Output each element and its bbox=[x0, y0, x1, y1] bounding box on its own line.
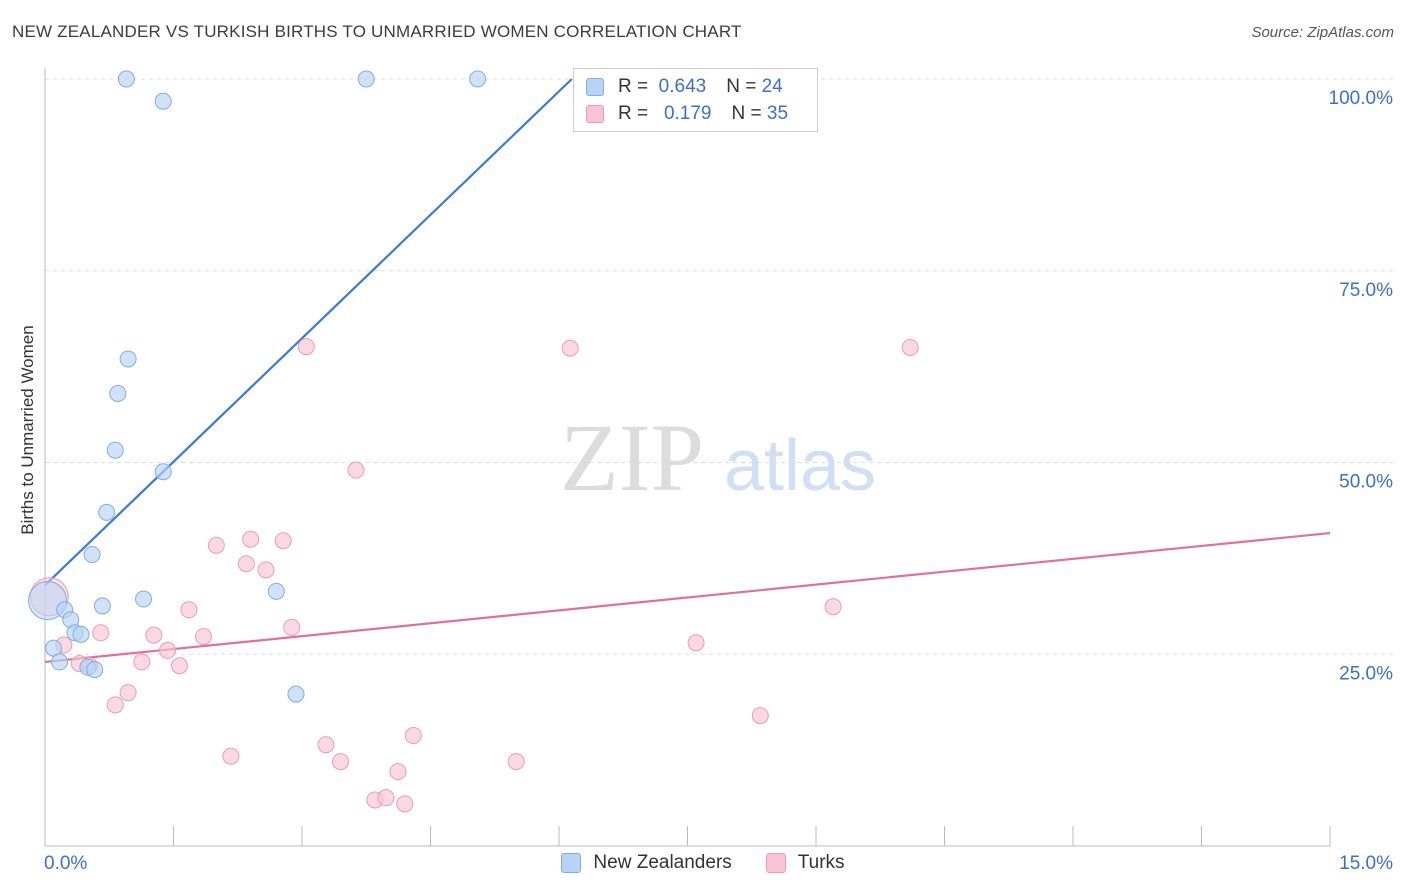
data-point-turks bbox=[824, 598, 842, 616]
n-value: 35 bbox=[766, 103, 789, 124]
data-point-turks bbox=[396, 795, 414, 813]
data-point-new-zealanders bbox=[135, 590, 153, 608]
data-point-new-zealanders bbox=[51, 653, 69, 671]
data-point-turks bbox=[561, 339, 579, 357]
trend-line-new-zealanders bbox=[44, 78, 573, 587]
legend-label: New Zealanders bbox=[593, 852, 732, 873]
legend-item-turks[interactable]: Turks bbox=[765, 852, 845, 874]
data-point-turks bbox=[92, 624, 110, 642]
stats-legend-row-turks: R = 0.179 N = 35 bbox=[586, 102, 788, 126]
data-point-turks bbox=[507, 753, 525, 771]
data-point-new-zealanders bbox=[117, 70, 135, 88]
y-axis-label-wrap: Births to Unmarried Women bbox=[16, 280, 40, 580]
data-point-turks bbox=[194, 628, 212, 646]
data-point-turks bbox=[133, 653, 151, 671]
watermark-zip: ZIP bbox=[560, 404, 704, 511]
data-point-turks bbox=[145, 626, 163, 644]
data-point-turks bbox=[389, 763, 407, 781]
trend-lines bbox=[44, 78, 1331, 664]
data-point-turks bbox=[687, 634, 705, 652]
data-point-turks bbox=[119, 684, 137, 702]
y-tick-label: 75.0% bbox=[1339, 280, 1393, 301]
x-tick-label: 0.0% bbox=[44, 853, 87, 874]
data-point-new-zealanders bbox=[83, 546, 101, 564]
data-point-new-zealanders bbox=[357, 70, 375, 88]
data-point-turks bbox=[274, 532, 292, 550]
legend-item-new-zealanders[interactable]: New Zealanders bbox=[561, 852, 732, 874]
x-tick-label: 15.0% bbox=[1339, 853, 1393, 874]
data-point-new-zealanders bbox=[98, 503, 116, 521]
watermark: ZIP atlas bbox=[560, 404, 876, 511]
data-point-turks bbox=[404, 727, 422, 745]
trend-line-turks bbox=[44, 531, 1331, 664]
legend-swatch-pink bbox=[765, 853, 786, 873]
data-point-turks bbox=[257, 561, 275, 579]
r-value: 0.643 bbox=[658, 76, 707, 97]
grid-lines bbox=[45, 78, 1393, 655]
r-value: 0.179 bbox=[663, 103, 712, 124]
y-axis-label: Births to Unmarried Women bbox=[18, 325, 37, 535]
data-point-turks bbox=[332, 753, 350, 771]
series-legend: New Zealanders Turks bbox=[0, 852, 1406, 874]
legend-label: Turks bbox=[797, 852, 845, 873]
y-tick-label: 50.0% bbox=[1339, 472, 1393, 493]
data-point-new-zealanders bbox=[72, 625, 90, 643]
tick-labels: 25.0% 50.0% 75.0% 100.0% 0.0% 15.0% bbox=[44, 88, 1393, 874]
y-tick-label: 25.0% bbox=[1339, 663, 1393, 684]
data-point-new-zealanders bbox=[154, 463, 172, 481]
data-point-turks bbox=[283, 618, 301, 636]
data-point-turks bbox=[159, 641, 177, 659]
y-tick-label: 100.0% bbox=[1329, 88, 1394, 109]
data-point-new-zealanders bbox=[86, 661, 104, 679]
data-point-turks bbox=[170, 657, 188, 675]
data-point-turks bbox=[377, 789, 395, 807]
legend-swatch-blue bbox=[561, 853, 582, 873]
chart-title: NEW ZEALANDER VS TURKISH BIRTHS TO UNMAR… bbox=[12, 22, 742, 41]
data-point-turks bbox=[901, 338, 919, 356]
data-point-turks bbox=[751, 707, 769, 725]
data-point-new-zealanders bbox=[106, 441, 124, 459]
data-point-turks bbox=[347, 461, 365, 479]
data-point-new-zealanders bbox=[287, 685, 305, 703]
data-point-new-zealanders bbox=[267, 582, 285, 600]
data-point-turks bbox=[207, 536, 225, 554]
data-point-new-zealanders bbox=[93, 597, 111, 615]
n-label: N = bbox=[731, 103, 762, 124]
data-points bbox=[28, 70, 919, 813]
data-point-turks bbox=[297, 338, 315, 356]
data-point-new-zealanders bbox=[154, 92, 172, 110]
axes bbox=[44, 68, 1331, 847]
stats-legend: R = 0.643 N = 24 R = 0.179 N = 35 bbox=[573, 68, 818, 132]
data-point-new-zealanders bbox=[469, 70, 487, 88]
data-point-turks bbox=[222, 747, 240, 765]
n-value: 24 bbox=[761, 76, 783, 97]
legend-swatch-pink bbox=[586, 105, 604, 123]
data-point-turks bbox=[180, 601, 198, 619]
data-point-new-zealanders bbox=[109, 384, 127, 402]
r-label: R = bbox=[618, 103, 649, 124]
legend-swatch-blue bbox=[586, 78, 604, 96]
data-point-turks bbox=[237, 555, 255, 573]
n-label: N = bbox=[726, 76, 757, 97]
r-label: R = bbox=[618, 76, 649, 97]
watermark-atlas: atlas bbox=[724, 426, 876, 506]
source-label: Source: ZipAtlas.com bbox=[1251, 24, 1394, 41]
stats-legend-row-nz: R = 0.643 N = 24 bbox=[586, 75, 783, 99]
data-point-turks bbox=[242, 530, 260, 548]
data-point-turks bbox=[317, 736, 335, 754]
data-point-new-zealanders bbox=[119, 350, 137, 368]
data-point-turks bbox=[106, 696, 124, 714]
